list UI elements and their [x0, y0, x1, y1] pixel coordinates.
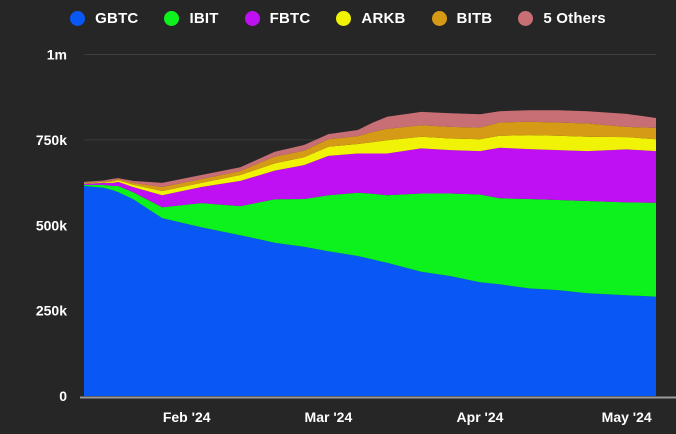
x-axis-tick-feb24: Feb '24	[163, 409, 211, 425]
legend-item-gbtc[interactable]: GBTC	[70, 10, 138, 27]
legend-label: ARKB	[361, 9, 406, 27]
legend-item-arkb[interactable]: ARKB	[336, 10, 405, 27]
legend-item-bitb[interactable]: BITB	[431, 9, 493, 27]
legend-swatch-icon	[518, 10, 534, 26]
area-5-others	[84, 110, 656, 187]
area-bitb	[84, 121, 656, 192]
legend-item-fbtc[interactable]: FBTC	[244, 9, 311, 27]
area-ibit	[84, 185, 656, 297]
legend-label: BITB	[456, 9, 493, 27]
legend-label: IBIT	[189, 9, 219, 27]
area-fbtc	[84, 147, 656, 208]
legend-swatch-icon	[336, 10, 352, 26]
legend-label: 5 Others	[543, 9, 606, 27]
legend-swatch-icon	[70, 10, 86, 26]
chart-legend: GBTC IBIT FBTC ARKB BITB 5 Others	[0, 0, 676, 36]
x-axis-tick-mar24: Mar '24	[305, 409, 353, 425]
x-axis-tick-apr24: Apr '24	[457, 409, 504, 425]
legend-item-ibit[interactable]: IBIT	[164, 10, 218, 27]
legend-label: FBTC	[269, 9, 311, 27]
legend-swatch-icon	[164, 10, 180, 26]
y-axis-tick-250k: 250k	[36, 303, 67, 319]
y-axis-tick-500k: 500k	[36, 217, 67, 233]
legend-label: GBTC	[95, 9, 139, 27]
legend-swatch-icon	[244, 10, 260, 26]
y-axis-tick-1m: 1m	[47, 47, 67, 63]
x-axis-tick-may24: May '24	[602, 409, 652, 425]
legend-item-5-others[interactable]: 5 Others	[518, 9, 606, 27]
area-arkb	[84, 135, 656, 196]
y-axis-tick-0: 0	[59, 388, 67, 404]
area-gbtc	[84, 186, 656, 396]
legend-swatch-icon	[431, 10, 447, 26]
y-axis-tick-750k: 750k	[36, 132, 67, 148]
